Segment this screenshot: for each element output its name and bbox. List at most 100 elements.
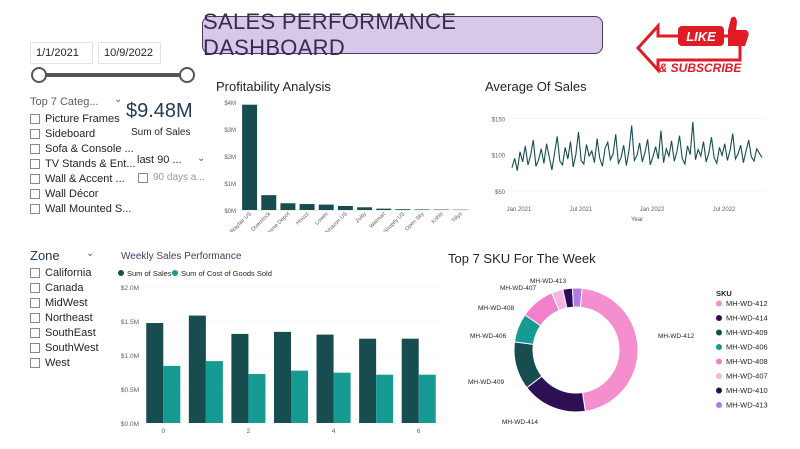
legend-marker bbox=[716, 373, 722, 379]
legend-label: MH-WD-408 bbox=[726, 357, 768, 366]
checkbox[interactable] bbox=[30, 282, 40, 293]
subscribe-text: & SUBSCRIBE bbox=[659, 61, 743, 75]
legend-marker bbox=[716, 344, 722, 350]
checkbox[interactable] bbox=[30, 113, 40, 124]
bar bbox=[418, 374, 436, 423]
start-date-input[interactable]: 1/1/2021 bbox=[30, 42, 93, 64]
legend-marker bbox=[716, 358, 722, 365]
checkbox[interactable] bbox=[30, 357, 40, 368]
checkbox[interactable] bbox=[30, 158, 40, 169]
bar bbox=[359, 338, 377, 423]
checkbox[interactable] bbox=[30, 297, 40, 308]
checkbox[interactable] bbox=[30, 267, 40, 278]
zone-item[interactable]: Northeast bbox=[30, 310, 99, 325]
y-tick-label: $4M bbox=[224, 101, 236, 107]
category-chevron-down-icon[interactable]: ⌄ bbox=[114, 94, 123, 105]
profitability-chart-title: Profitability Analysis bbox=[216, 79, 331, 94]
x-tick-label: Tillys bbox=[451, 211, 464, 224]
bar bbox=[242, 104, 258, 210]
legend-label: MH-WD-409 bbox=[726, 328, 768, 337]
x-tick-label: Shopify US bbox=[383, 211, 407, 232]
bar bbox=[163, 365, 181, 423]
category-item[interactable]: Picture Frames bbox=[30, 111, 136, 126]
bar bbox=[316, 334, 334, 423]
data-label: MH-WD-412 bbox=[658, 333, 694, 340]
relative-date-chevron-down-icon[interactable]: ⌄ bbox=[197, 153, 206, 164]
legend-label: MH-WD-410 bbox=[726, 386, 768, 395]
y-tick-label: $0.0M bbox=[121, 421, 139, 428]
category-label: Wall & Accent ... bbox=[45, 172, 125, 185]
data-label: MH-WD-408 bbox=[478, 305, 514, 312]
bar bbox=[291, 370, 309, 423]
x-axis-label: Year bbox=[631, 217, 643, 223]
bar bbox=[205, 361, 223, 423]
category-item[interactable]: Sofa & Console ... bbox=[30, 141, 136, 156]
y-tick-label: $2M bbox=[224, 155, 236, 161]
checkbox[interactable] bbox=[30, 203, 40, 214]
average-sales-chart[interactable]: $50 $100 $150 Jan 2021 Jul 2021 Jan 2022 Jul 2… bbox=[480, 96, 780, 226]
slider-end-handle[interactable] bbox=[179, 67, 195, 83]
zone-item[interactable]: Canada bbox=[30, 280, 99, 295]
average-sales-chart-title: Average Of Sales bbox=[485, 79, 587, 94]
y-tick-label: $0.5M bbox=[121, 387, 139, 394]
checkbox[interactable] bbox=[30, 327, 40, 338]
sku-donut-chart[interactable]: MH-WD-412 MH-WD-414 MH-WD-409 MH-WD-406 MH-W… bbox=[448, 268, 788, 440]
bar bbox=[337, 205, 353, 210]
weekly-sales-chart[interactable]: Sum of Sales Sum of Cost of Goods Sold $0.… bbox=[112, 263, 442, 438]
legend-label: Sum of Sales bbox=[127, 269, 172, 278]
donut-slice bbox=[571, 287, 583, 308]
zone-item[interactable]: SouthWest bbox=[30, 340, 99, 355]
legend-marker bbox=[118, 270, 124, 276]
zone-chevron-down-icon[interactable]: ⌄ bbox=[86, 248, 95, 259]
legend-label: Sum of Cost of Goods Sold bbox=[181, 269, 272, 278]
like-text: LIKE bbox=[686, 29, 716, 44]
x-tick-label: 4 bbox=[332, 428, 336, 435]
checkbox[interactable] bbox=[30, 342, 40, 353]
bar bbox=[261, 195, 277, 210]
checkbox[interactable] bbox=[30, 143, 40, 154]
checkbox[interactable] bbox=[30, 173, 40, 184]
sku-chart-title: Top 7 SKU For The Week bbox=[448, 251, 596, 266]
x-tick-label: 6 bbox=[417, 428, 421, 435]
data-label: MH-WD-413 bbox=[530, 278, 566, 285]
zone-label: California bbox=[45, 266, 92, 279]
slider-start-handle[interactable] bbox=[31, 67, 47, 83]
zone-item[interactable]: MidWest bbox=[30, 295, 99, 310]
zone-item[interactable]: California bbox=[30, 265, 99, 280]
zone-label: Northeast bbox=[45, 311, 93, 324]
date-range-slider[interactable] bbox=[36, 73, 188, 77]
category-item[interactable]: Wall Décor bbox=[30, 186, 136, 201]
end-date-input[interactable]: 10/9/2022 bbox=[98, 42, 161, 64]
checkbox[interactable] bbox=[30, 312, 40, 323]
relative-date-dropdown[interactable]: last 90 ... bbox=[137, 154, 182, 166]
series-line bbox=[511, 121, 763, 171]
legend-label: MH-WD-406 bbox=[726, 343, 768, 352]
y-tick-label: $50 bbox=[495, 190, 506, 196]
relative-date-option[interactable]: 90 days a... bbox=[138, 172, 205, 183]
x-tick-label: Walmart bbox=[369, 211, 388, 230]
checkbox[interactable] bbox=[30, 188, 40, 199]
category-label: Wall Décor bbox=[45, 187, 99, 200]
weekly-sales-chart-title: Weekly Sales Performance bbox=[121, 251, 242, 262]
zone-item[interactable]: SouthEast bbox=[30, 325, 99, 340]
zone-list: California Canada MidWest Northeast Sout… bbox=[30, 265, 99, 370]
category-item[interactable]: Wall & Accent ... bbox=[30, 171, 136, 186]
x-tick-label: Jul 2021 bbox=[570, 207, 593, 213]
legend-marker bbox=[716, 300, 722, 307]
bar bbox=[376, 208, 392, 210]
checkbox[interactable] bbox=[138, 172, 148, 183]
like-subscribe-logo[interactable]: LIKE & SUBSCRIBE bbox=[628, 10, 760, 86]
category-item[interactable]: Wall Mounted S... bbox=[30, 201, 136, 216]
legend-marker bbox=[716, 402, 722, 408]
zone-item[interactable]: West bbox=[30, 355, 99, 370]
data-label: MH-WD-406 bbox=[470, 333, 506, 340]
bar bbox=[357, 207, 373, 210]
checkbox[interactable] bbox=[30, 128, 40, 139]
category-item[interactable]: TV Stands & Ent... bbox=[30, 156, 136, 171]
kpi-value: $9.48M bbox=[126, 100, 193, 122]
x-tick-label: Kohls bbox=[431, 211, 445, 225]
bar bbox=[280, 203, 296, 210]
category-item[interactable]: Sideboard bbox=[30, 126, 136, 141]
x-tick-label: Zulily bbox=[355, 211, 368, 224]
